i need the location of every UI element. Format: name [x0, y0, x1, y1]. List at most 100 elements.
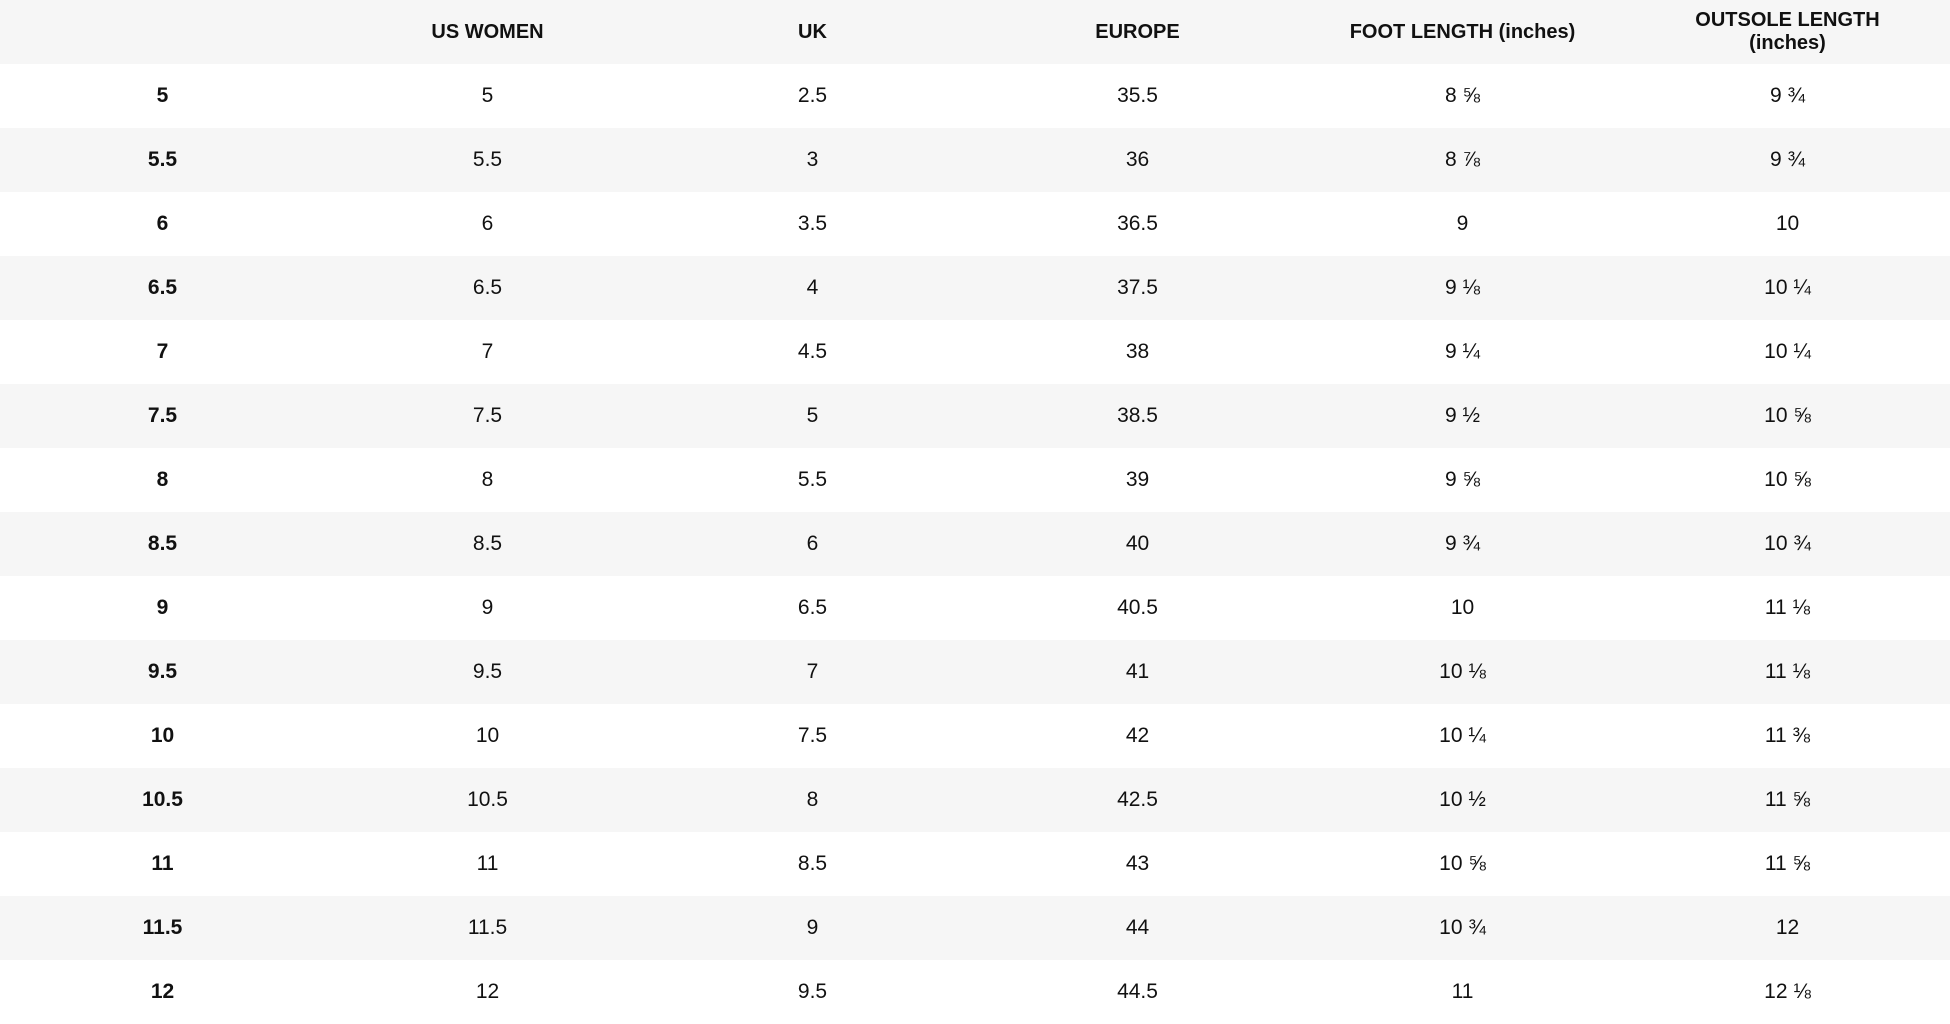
table-cell: 10.5	[467, 788, 508, 811]
table-row: 12 12 9.5 44.5 11 12 ⅛	[0, 960, 1950, 1024]
table-cell: 2.5	[797, 84, 828, 107]
column-header-uk: UK	[798, 20, 827, 43]
table-cell: 6	[806, 532, 819, 555]
column-header-us-women: US WOMEN	[431, 20, 544, 43]
row-header-cell: 6.5	[147, 276, 178, 299]
table-cell: 9 ½	[1444, 404, 1481, 427]
table-cell: 40	[1125, 532, 1150, 555]
table-cell: 6.5	[797, 596, 828, 619]
table-cell: 5.5	[797, 468, 828, 491]
row-header-cell: 10.5	[142, 788, 183, 811]
table-cell: 10 ⅛	[1439, 660, 1486, 683]
table-cell: 10 ¼	[1439, 724, 1486, 747]
table-cell: 11	[476, 852, 499, 875]
table-cell: 7.5	[797, 724, 828, 747]
table-cell: 9 ¼	[1444, 340, 1481, 363]
table-cell: 36	[1125, 148, 1150, 171]
table-cell: 5	[481, 84, 494, 107]
table-cell: 10 ¾	[1439, 916, 1486, 939]
table-row: 8.5 8.5 6 40 9 ¾ 10 ¾	[0, 512, 1950, 576]
row-header-cell: 9	[156, 596, 169, 619]
table-cell: 7	[806, 660, 819, 683]
size-chart-header: US WOMEN UK EUROPE FOOT LENGTH (inches) …	[0, 0, 1950, 64]
table-cell: 11 ⅛	[1764, 596, 1811, 619]
table-row: 9 9 6.5 40.5 10 11 ⅛	[0, 576, 1950, 640]
table-cell: 38.5	[1117, 404, 1158, 427]
table-row: 11 11 8.5 43 10 ⅝ 11 ⅝	[0, 832, 1950, 896]
table-cell: 8	[806, 788, 819, 811]
table-cell: 9	[1456, 212, 1469, 235]
table-cell: 9.5	[472, 660, 503, 683]
table-cell: 37.5	[1117, 276, 1158, 299]
row-header-cell: 8	[156, 468, 169, 491]
table-row: 8 8 5.5 39 9 ⅝ 10 ⅝	[0, 448, 1950, 512]
table-cell: 7	[481, 340, 494, 363]
column-header-outsole-length: OUTSOLE LENGTH (inches)	[1695, 9, 1880, 54]
row-header-cell: 5	[156, 84, 169, 107]
table-cell: 3	[806, 148, 819, 171]
table-cell: 10	[1775, 212, 1800, 235]
table-row: 5.5 5.5 3 36 8 ⅞ 9 ¾	[0, 128, 1950, 192]
table-cell: 9 ¾	[1769, 148, 1806, 171]
row-header-cell: 7	[156, 340, 169, 363]
row-header-cell: 8.5	[147, 532, 178, 555]
table-cell: 8	[481, 468, 494, 491]
table-row: 7.5 7.5 5 38.5 9 ½ 10 ⅝	[0, 384, 1950, 448]
table-cell: 10 ¾	[1764, 532, 1811, 555]
table-row: 10.5 10.5 8 42.5 10 ½ 11 ⅝	[0, 768, 1950, 832]
table-cell: 8 ⅝	[1444, 84, 1481, 107]
table-cell: 44.5	[1117, 980, 1158, 1003]
row-header-cell: 12	[150, 980, 175, 1003]
table-cell: 9 ⅝	[1444, 468, 1481, 491]
table-cell: 10 ¼	[1764, 276, 1811, 299]
table-cell: 42	[1125, 724, 1150, 747]
table-cell: 4.5	[797, 340, 828, 363]
table-cell: 11	[1451, 980, 1474, 1003]
table-cell: 43	[1125, 852, 1150, 875]
column-header-europe: EUROPE	[1095, 20, 1180, 43]
table-cell: 41	[1125, 660, 1150, 683]
table-cell: 9 ¾	[1769, 84, 1806, 107]
table-cell: 4	[806, 276, 819, 299]
table-row: 5 5 2.5 35.5 8 ⅝ 9 ¾	[0, 64, 1950, 128]
table-cell: 39	[1125, 468, 1150, 491]
table-cell: 44	[1125, 916, 1150, 939]
table-cell: 11 ⅝	[1764, 852, 1811, 875]
table-cell: 10 ½	[1439, 788, 1486, 811]
row-header-cell: 9.5	[147, 660, 178, 683]
header-row: US WOMEN UK EUROPE FOOT LENGTH (inches) …	[0, 0, 1950, 64]
table-cell: 42.5	[1117, 788, 1158, 811]
table-cell: 38	[1125, 340, 1150, 363]
table-cell: 5	[806, 404, 819, 427]
table-cell: 40.5	[1117, 596, 1158, 619]
table-cell: 12 ⅛	[1764, 980, 1811, 1003]
table-cell: 9 ¾	[1444, 532, 1481, 555]
table-cell: 5.5	[472, 148, 503, 171]
table-cell: 9	[806, 916, 819, 939]
table-cell: 7.5	[472, 404, 503, 427]
table-cell: 9	[481, 596, 494, 619]
table-cell: 12	[1775, 916, 1800, 939]
table-row: 11.5 11.5 9 44 10 ¾ 12	[0, 896, 1950, 960]
table-cell: 11 ⅛	[1764, 660, 1811, 683]
table-cell: 11.5	[467, 916, 508, 939]
column-header-foot-length: FOOT LENGTH (inches)	[1349, 20, 1576, 43]
row-header-cell: 11	[151, 852, 174, 875]
table-cell: 8.5	[797, 852, 828, 875]
table-cell: 10	[1450, 596, 1475, 619]
row-header-cell: 7.5	[147, 404, 178, 427]
row-header-cell: 6	[156, 212, 169, 235]
row-header-cell: 5.5	[147, 148, 178, 171]
table-row: 7 7 4.5 38 9 ¼ 10 ¼	[0, 320, 1950, 384]
table-cell: 11 ⅝	[1764, 788, 1811, 811]
table-row: 6.5 6.5 4 37.5 9 ⅛ 10 ¼	[0, 256, 1950, 320]
table-cell: 8 ⅞	[1444, 148, 1481, 171]
table-cell: 9.5	[797, 980, 828, 1003]
table-cell: 12	[475, 980, 500, 1003]
table-cell: 11 ⅜	[1764, 724, 1811, 747]
table-cell: 6	[481, 212, 494, 235]
table-row: 6 6 3.5 36.5 9 10	[0, 192, 1950, 256]
table-cell: 35.5	[1117, 84, 1158, 107]
table-cell: 8.5	[472, 532, 503, 555]
